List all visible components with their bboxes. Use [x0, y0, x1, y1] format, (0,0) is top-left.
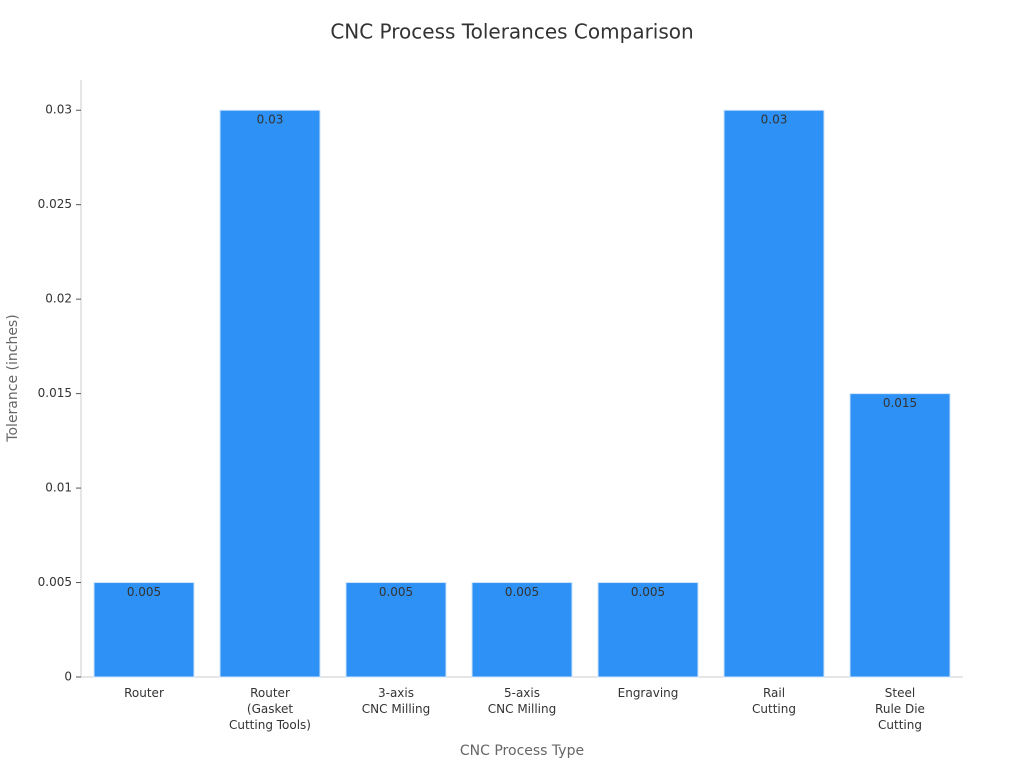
x-tick-label-line: CNC Milling	[362, 702, 430, 716]
x-tick-label-line: Engraving	[618, 686, 679, 700]
y-tick-label: 0.02	[45, 292, 72, 306]
x-tick-label-line: (Gasket	[247, 702, 293, 716]
bar	[219, 109, 321, 678]
value-label: 0.03	[257, 113, 284, 127]
value-label: 0.005	[379, 585, 413, 599]
y-tick-label: 0.015	[38, 386, 72, 400]
chart-title: CNC Process Tolerances Comparison	[330, 20, 693, 44]
x-tick-label-line: 5-axis	[504, 686, 540, 700]
value-label: 0.015	[883, 396, 917, 410]
x-tick-label-line: Rail	[763, 686, 785, 700]
y-tick-label: 0.01	[45, 481, 72, 495]
y-tick-label: 0.03	[45, 103, 72, 117]
y-tick-label: 0.005	[38, 575, 72, 589]
bar	[597, 582, 699, 678]
y-tick-label: 0	[64, 670, 72, 684]
bar	[471, 582, 573, 678]
x-tick-label-line: Router	[250, 686, 290, 700]
x-tick-label-line: Cutting	[878, 718, 922, 732]
x-tick-label: Rail Cutting	[752, 686, 796, 716]
x-tick-label: Engraving	[618, 686, 679, 700]
bar	[93, 582, 195, 678]
value-label: 0.005	[127, 585, 161, 599]
x-tick-label-line: Steel	[885, 686, 915, 700]
x-tick-label-line: 3-axis	[378, 686, 414, 700]
y-tick-label: 0.025	[38, 197, 72, 211]
value-label: 0.005	[505, 585, 539, 599]
bar	[345, 582, 447, 678]
x-tick-label-line: Router	[124, 686, 164, 700]
x-tick-label: 3-axis CNC Milling	[362, 686, 430, 716]
x-tick-label: Router	[124, 686, 164, 700]
x-tick-label: Steel Rule Die Cutting	[875, 686, 925, 732]
bar	[723, 109, 825, 678]
y-axis-label: Tolerance (inches)	[5, 314, 21, 442]
x-tick-label: 5-axis CNC Milling	[488, 686, 556, 716]
x-tick-label-line: CNC Milling	[488, 702, 556, 716]
value-label: 0.005	[631, 585, 665, 599]
bar	[849, 393, 951, 678]
x-tick-label: Router (Gasket Cutting Tools)	[229, 686, 311, 732]
x-axis-label: CNC Process Type	[460, 743, 584, 759]
x-tick-label-line: Rule Die	[875, 702, 925, 716]
x-tick-label-line: Cutting	[752, 702, 796, 716]
x-tick-label-line: Cutting Tools)	[229, 718, 311, 732]
value-label: 0.03	[761, 113, 788, 127]
